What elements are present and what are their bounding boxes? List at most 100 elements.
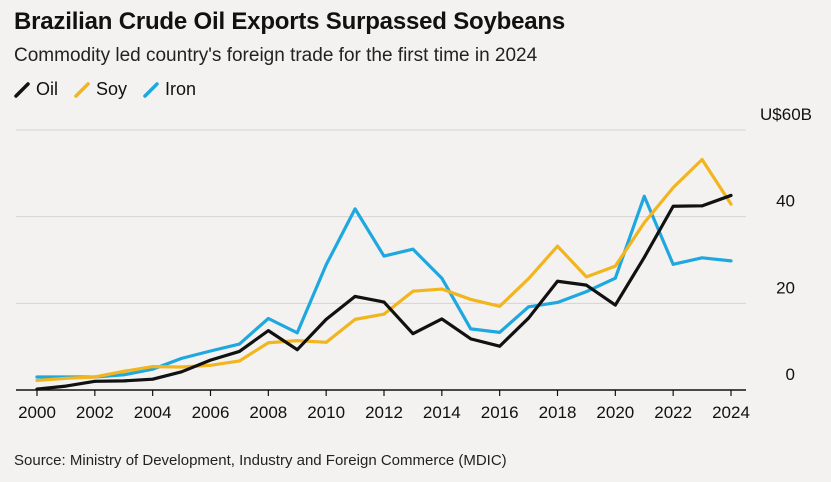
data-point-soy-2002 [93, 375, 97, 379]
legend-swatch-soy-line [74, 81, 90, 98]
data-point-oil-2000 [35, 387, 39, 391]
data-point-soy-2011 [353, 317, 357, 321]
chart-title: Brazilian Crude Oil Exports Surpassed So… [14, 8, 565, 35]
legend-label-soy: Soy [96, 79, 128, 99]
data-point-soy-2000 [35, 379, 39, 382]
legend-swatch-iron-line [143, 81, 159, 98]
data-point-soy-2023 [700, 158, 704, 161]
data-point-iron-2020 [613, 276, 617, 280]
x-tick-label-2014: 2014 [423, 403, 461, 422]
data-point-soy-2018 [556, 244, 559, 248]
data-point-oil-2021 [642, 256, 646, 259]
data-point-soy-2003 [122, 369, 126, 373]
data-point-soy-2014 [440, 287, 444, 291]
data-point-iron-2004 [151, 367, 155, 371]
data-point-oil-2024 [729, 194, 733, 197]
x-tick-label-2008: 2008 [249, 403, 287, 422]
data-point-oil-2017 [527, 316, 530, 320]
x-tick-label-2016: 2016 [481, 403, 519, 422]
data-point-iron-2012 [382, 254, 386, 258]
data-point-soy-2012 [382, 312, 386, 316]
legend-label-iron: Iron [165, 79, 197, 99]
data-point-iron-2018 [556, 301, 559, 304]
data-point-iron-2016 [498, 330, 502, 334]
data-point-soy-2017 [527, 277, 530, 281]
data-point-oil-2014 [440, 317, 444, 321]
data-point-iron-2010 [324, 263, 328, 267]
x-tick-label-2022: 2022 [654, 403, 692, 422]
data-point-oil-2003 [122, 379, 126, 383]
data-point-oil-2009 [295, 348, 299, 352]
chart-legend: Oil Soy Iron [14, 79, 196, 100]
chart-subtitle: Commodity led country's foreign trade fo… [14, 45, 538, 66]
series-line-soy [35, 157, 733, 383]
data-point-oil-2008 [266, 329, 270, 333]
data-point-oil-2004 [151, 377, 155, 381]
legend-item-soy: Soy [74, 79, 127, 100]
data-point-iron-2005 [180, 356, 183, 360]
data-point-soy-2009 [295, 339, 299, 342]
data-point-iron-2022 [671, 262, 675, 266]
data-point-soy-2020 [613, 264, 617, 268]
data-point-oil-2022 [671, 204, 675, 208]
x-tick-label-2006: 2006 [192, 403, 230, 422]
data-point-iron-2015 [469, 327, 473, 331]
data-point-oil-2012 [382, 300, 386, 304]
data-point-soy-2008 [266, 341, 270, 345]
data-point-iron-2014 [440, 276, 444, 280]
legend-label-oil: Oil [36, 79, 58, 99]
x-tick-label-2010: 2010 [307, 403, 345, 422]
data-point-iron-2024 [729, 259, 733, 263]
data-point-soy-2010 [324, 340, 328, 344]
data-point-iron-2023 [700, 256, 704, 260]
legend-swatch-oil-line [14, 81, 30, 98]
data-point-soy-2022 [671, 186, 675, 190]
y-tick-label-0: 0 [786, 365, 795, 384]
x-tick-label-2018: 2018 [539, 403, 577, 422]
data-point-iron-2011 [353, 207, 357, 211]
data-point-oil-2007 [238, 350, 241, 353]
y-axis-unit-label: U$60B [760, 105, 812, 124]
data-point-soy-2005 [180, 365, 183, 369]
x-tick-label-2020: 2020 [596, 403, 634, 422]
data-point-oil-2018 [556, 279, 559, 283]
data-point-soy-2013 [411, 289, 415, 293]
data-point-oil-2019 [585, 283, 588, 287]
data-point-oil-2011 [353, 295, 357, 298]
data-point-oil-2015 [469, 337, 473, 341]
legend-swatch-soy [74, 81, 90, 98]
data-point-iron-2017 [527, 305, 530, 309]
legend-item-iron: Iron [143, 79, 196, 100]
legend-item-oil: Oil [14, 79, 58, 100]
data-point-soy-2004 [151, 365, 155, 368]
data-point-soy-2019 [585, 275, 588, 279]
data-point-soy-2001 [64, 376, 68, 380]
data-point-soy-2021 [642, 221, 646, 225]
data-point-iron-2007 [238, 342, 241, 346]
legend-swatch-iron [143, 81, 159, 98]
y-tick-label-20: 20 [776, 278, 795, 297]
data-point-oil-2023 [700, 204, 704, 208]
x-tick-label-2012: 2012 [365, 403, 403, 422]
data-point-soy-2006 [209, 363, 212, 367]
data-point-iron-2008 [266, 317, 270, 320]
data-point-oil-2020 [613, 303, 617, 307]
x-tick-label-2004: 2004 [134, 403, 172, 422]
y-tick-label-40: 40 [776, 192, 795, 211]
legend-swatch-oil [14, 81, 30, 98]
data-point-iron-2000 [35, 375, 39, 379]
data-point-soy-2016 [498, 304, 502, 308]
data-point-oil-2016 [498, 344, 502, 348]
data-point-oil-2002 [93, 379, 97, 383]
data-point-oil-2001 [64, 384, 68, 388]
data-point-oil-2005 [180, 370, 183, 374]
data-point-soy-2015 [469, 298, 473, 301]
data-point-iron-2013 [411, 247, 415, 251]
x-tick-label-2000: 2000 [18, 403, 56, 422]
data-point-oil-2013 [411, 332, 415, 336]
x-tick-label-2002: 2002 [76, 403, 114, 422]
data-point-iron-2006 [209, 349, 212, 353]
data-point-iron-2019 [585, 290, 588, 294]
data-point-iron-2009 [295, 331, 299, 335]
